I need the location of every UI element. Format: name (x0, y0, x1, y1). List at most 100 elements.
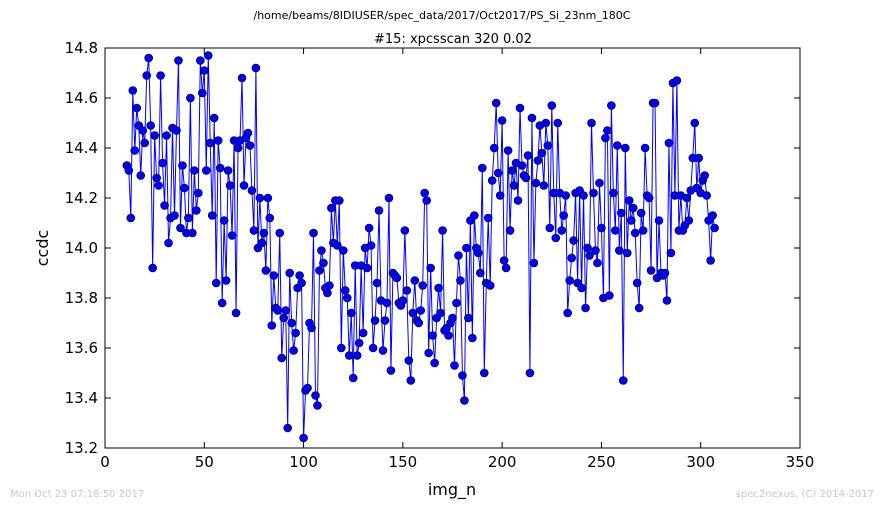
data-point (217, 298, 227, 308)
y-tick-label: 14.4 (65, 139, 98, 157)
data-point (428, 331, 437, 340)
data-point (485, 281, 495, 290)
data-point (346, 308, 356, 318)
data-point (370, 316, 380, 325)
data-point (493, 168, 503, 178)
data-point (372, 278, 382, 288)
data-point (436, 308, 445, 318)
data-point (541, 118, 551, 128)
data-point (700, 171, 709, 180)
data-point (213, 136, 223, 145)
data-point (231, 308, 241, 318)
data-point (327, 203, 336, 213)
data-point (354, 338, 364, 348)
data-point (591, 246, 600, 255)
data-point (595, 178, 604, 188)
data-point (607, 101, 616, 110)
y-axis-label: ccdc (33, 230, 52, 267)
data-point (386, 366, 396, 375)
data-point (285, 268, 294, 278)
data-point (162, 131, 171, 140)
data-point (408, 308, 418, 318)
data-point (180, 183, 189, 193)
data-point (613, 141, 622, 150)
data-point (317, 246, 326, 255)
data-point (589, 188, 598, 198)
data-point (186, 93, 195, 103)
data-point (654, 216, 664, 225)
data-point (660, 268, 670, 278)
data-point (448, 313, 457, 323)
chart-suptitle: /home/beams/8IDIUSER/spec_data/2017/Oct2… (254, 9, 631, 22)
data-point (702, 191, 711, 200)
data-point (497, 116, 507, 125)
data-point (501, 263, 511, 273)
data-point (128, 86, 138, 95)
data-point (188, 228, 197, 238)
data-point (499, 256, 509, 265)
data-point (392, 273, 402, 283)
data-point (348, 373, 358, 383)
data-point (458, 371, 467, 380)
data-point (424, 348, 433, 358)
data-point (561, 191, 570, 200)
data-point (527, 113, 537, 123)
data-point (468, 333, 477, 343)
data-point (487, 176, 497, 185)
data-point (475, 268, 485, 278)
data-point (662, 296, 672, 305)
data-point (243, 128, 253, 138)
footer-credit: spec2nexus, (C) 2014-2017 (736, 489, 874, 500)
data-point (474, 248, 483, 258)
data-point (577, 283, 586, 293)
data-point (277, 353, 287, 363)
data-point (422, 196, 431, 205)
data-point (160, 201, 169, 210)
y-tick-label: 13.4 (65, 389, 98, 407)
data-point (378, 346, 388, 355)
data-point (198, 88, 207, 98)
data-point (531, 178, 541, 188)
data-point (624, 196, 634, 205)
data-point (414, 318, 424, 328)
data-point (638, 226, 648, 235)
chart-title: #15: xpcsscan 320 0.02 (374, 32, 532, 47)
data-point (170, 211, 179, 220)
data-point (710, 223, 719, 233)
data-point (503, 146, 513, 155)
data-point (505, 226, 515, 235)
data-point (194, 188, 203, 198)
data-point (233, 143, 243, 153)
data-point (646, 266, 656, 275)
data-point (184, 213, 193, 223)
data-point (398, 296, 408, 305)
y-tick-label: 14.8 (65, 39, 98, 57)
data-point (456, 276, 465, 285)
data-point (247, 186, 257, 195)
data-point (136, 171, 146, 180)
data-point (267, 321, 277, 330)
data-point (336, 343, 346, 353)
data-point (622, 248, 632, 258)
data-point (611, 226, 620, 235)
data-point (364, 223, 374, 233)
data-point (374, 206, 384, 215)
x-axis-label: img_n (428, 480, 476, 500)
data-point (205, 138, 215, 148)
y-tick-label: 13.8 (65, 289, 98, 307)
data-point (144, 53, 153, 63)
data-point (342, 293, 352, 303)
data-point (382, 298, 392, 308)
data-point (279, 313, 289, 323)
data-point (126, 213, 136, 223)
data-point (340, 286, 350, 295)
plot-frame (104, 47, 801, 449)
axis-ticks: 0 50 100 150 200 250 300 350 13.2 13.4 13.6 13.8 14.… (65, 39, 815, 471)
data-point (156, 71, 165, 80)
data-point (545, 223, 555, 233)
data-point (583, 243, 592, 253)
data-point (410, 276, 420, 285)
x-tick-label: 300 (686, 453, 715, 471)
data-point (609, 188, 618, 198)
data-point (380, 316, 390, 325)
